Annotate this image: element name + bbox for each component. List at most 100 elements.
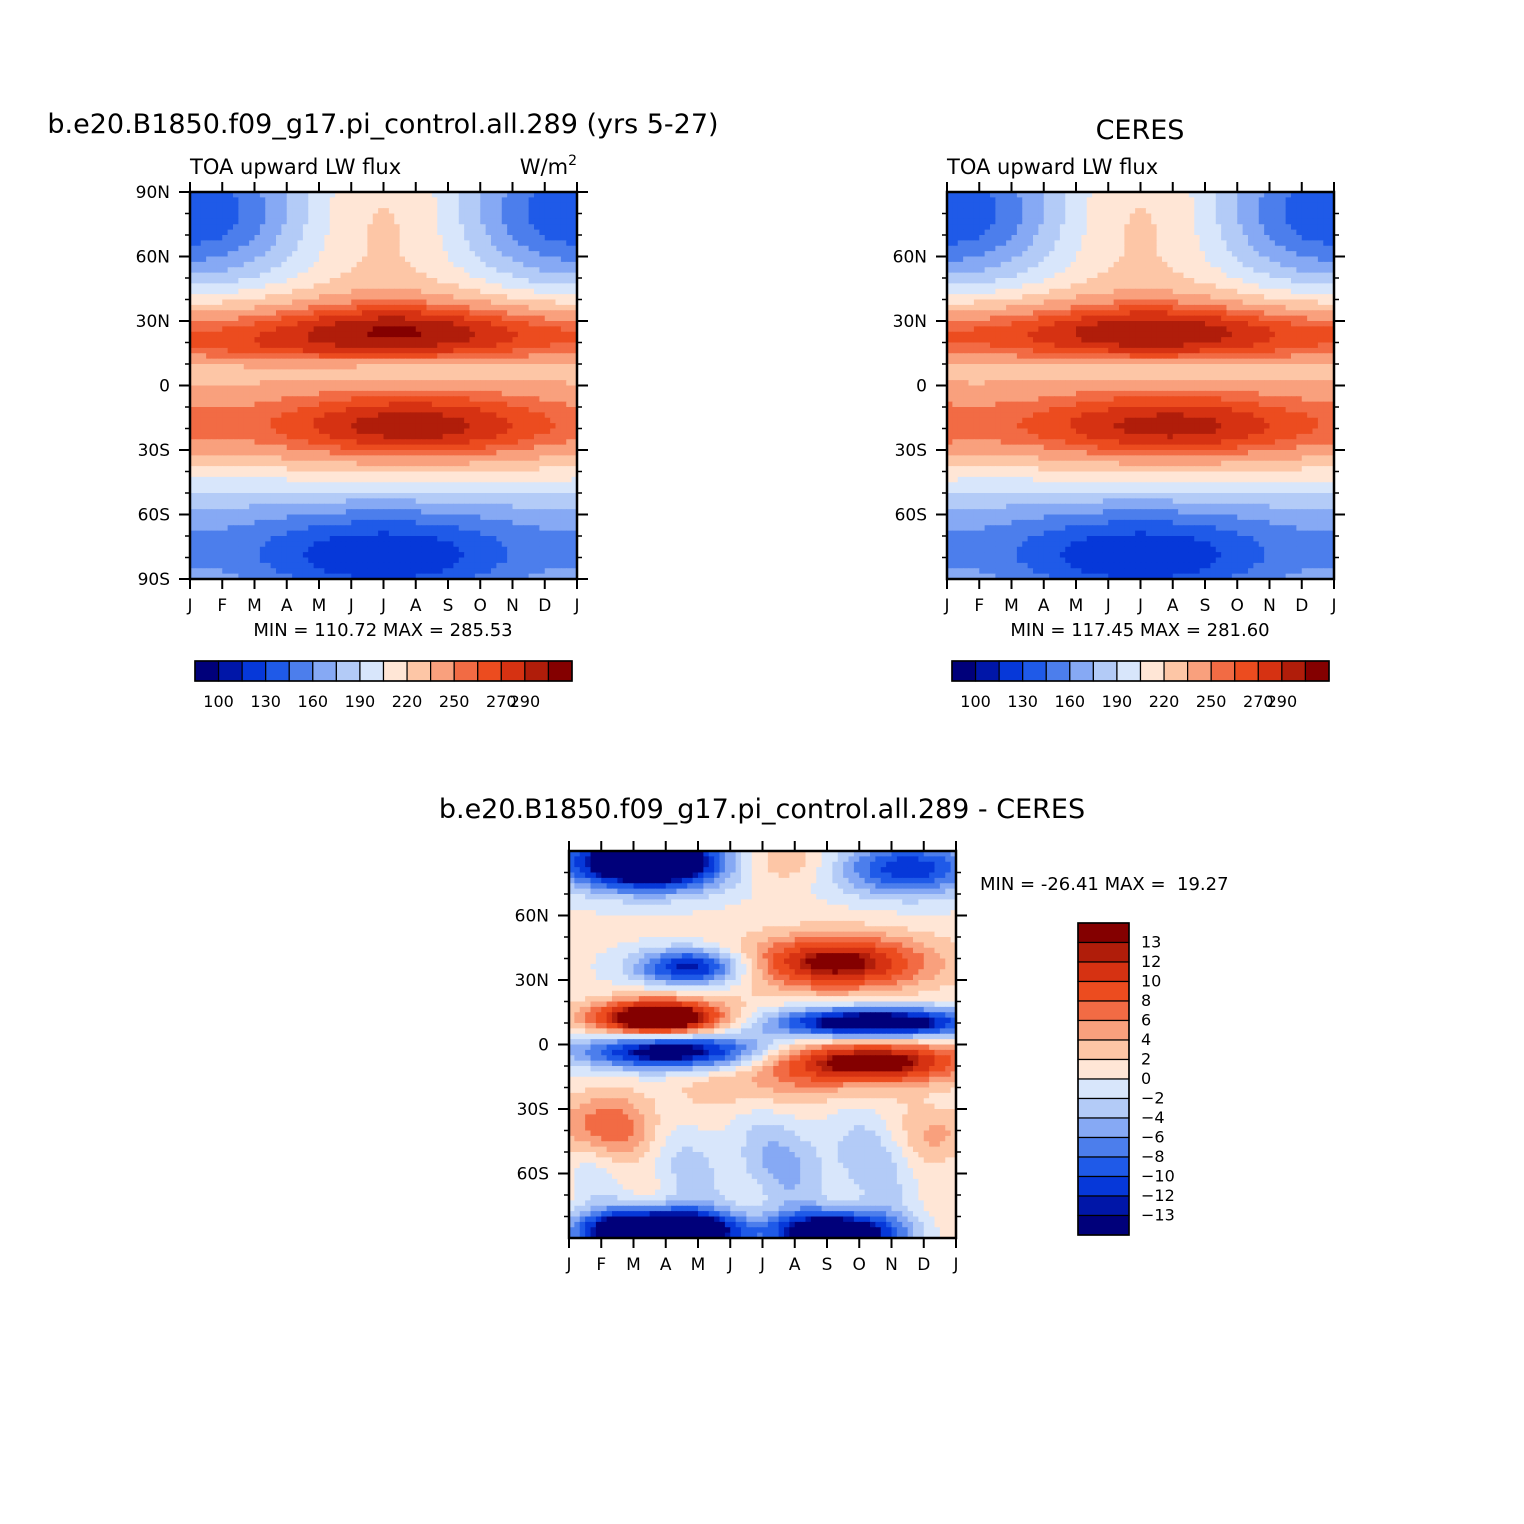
contour-cell: [523, 192, 530, 198]
contour-cell: [238, 519, 245, 526]
contour-cell: [319, 326, 325, 333]
contour-cell: [313, 294, 320, 301]
contour-cell: [523, 455, 530, 462]
contour-cell: [345, 294, 352, 301]
contour-cell: [335, 208, 342, 215]
contour-cell: [200, 380, 207, 387]
contour-cell: [426, 256, 433, 263]
contour-cell: [297, 412, 304, 419]
contour-cell: [512, 493, 519, 499]
contour-cell: [544, 466, 551, 473]
contour-cell: [243, 261, 250, 268]
contour-cell: [388, 294, 395, 301]
contour-cell: [313, 471, 320, 478]
contour-cell: [308, 493, 315, 499]
contour-cell: [571, 315, 577, 322]
contour-cell: [528, 229, 535, 236]
contour-cell: [362, 552, 368, 559]
contour-cell: [190, 299, 196, 306]
contour-cell: [233, 272, 239, 279]
contour-cell: [335, 541, 342, 548]
contour-cell: [292, 401, 299, 408]
contour-cell: [356, 530, 363, 537]
contour-cell: [222, 541, 229, 548]
contour-cell: [292, 192, 299, 198]
contour-cell: [388, 358, 395, 365]
contour-cell: [265, 401, 272, 408]
contour-cell: [480, 288, 487, 295]
contour-cell: [394, 218, 401, 225]
contour-cell: [383, 557, 390, 564]
contour-cell: [367, 525, 374, 532]
contour-cell: [571, 417, 577, 424]
contour-cell: [233, 401, 239, 408]
contour-cell: [243, 546, 250, 553]
contour-cell: [216, 251, 223, 258]
contour-cell: [249, 487, 256, 494]
contour-cell: [523, 396, 530, 403]
contour-cell: [222, 412, 229, 419]
contour-cell: [474, 353, 481, 360]
contour-cell: [222, 304, 229, 311]
contour-cell: [286, 197, 293, 204]
contour-cell: [571, 358, 577, 365]
contour-cell: [254, 380, 261, 387]
contour-cell: [216, 444, 223, 451]
contour-cell: [517, 412, 524, 419]
contour-cell: [523, 315, 530, 322]
contour-cell: [200, 503, 207, 510]
contour-cell: [550, 482, 557, 489]
contour-cell: [254, 546, 261, 553]
contour-cell: [324, 358, 331, 365]
contour-cell: [550, 251, 557, 258]
contour-cell: [415, 358, 422, 365]
contour-cell: [410, 374, 417, 381]
contour-cell: [491, 369, 497, 376]
contour-cell: [507, 288, 514, 295]
contour-cell: [286, 493, 293, 499]
contour-cell: [496, 407, 503, 413]
contour-cell: [534, 374, 540, 381]
contour-cell: [222, 342, 229, 349]
contour-cell: [270, 407, 277, 413]
contour-cell: [550, 197, 557, 204]
contour-cell: [399, 514, 406, 521]
contour-cell: [410, 261, 417, 268]
contour-cell: [469, 299, 476, 306]
contour-cell: [507, 331, 514, 338]
contour-cell: [571, 396, 577, 403]
contour-cell: [200, 455, 207, 462]
contour-cell: [259, 304, 266, 311]
contour-cell: [356, 455, 363, 462]
contour-cell: [474, 278, 481, 284]
contour-cell: [496, 208, 503, 215]
contour-cell: [388, 471, 395, 478]
contour-cell: [442, 245, 449, 252]
contour-cell: [206, 390, 213, 397]
contour-cell: [394, 498, 401, 505]
contour-cell: [356, 385, 363, 392]
contour-cell: [566, 493, 573, 499]
contour-cell: [292, 251, 299, 258]
contour-cell: [437, 245, 444, 252]
contour-cell: [517, 294, 524, 301]
contour-cell: [329, 294, 336, 301]
contour-cell: [539, 493, 546, 499]
contour-cell: [485, 417, 492, 424]
contour-cell: [534, 530, 540, 537]
contour-cell: [233, 229, 239, 236]
contour-cell: [329, 304, 336, 311]
contour-cell: [437, 514, 444, 521]
contour-cell: [544, 514, 551, 521]
contour-cell: [507, 251, 514, 258]
contour-cell: [335, 374, 342, 381]
contour-cell: [491, 439, 497, 446]
contour-cell: [356, 304, 363, 311]
contour-cell: [302, 337, 309, 344]
contour-cell: [200, 331, 207, 338]
contour-cell: [276, 197, 282, 204]
contour-cell: [281, 530, 288, 537]
contour-cell: [281, 439, 288, 446]
contour-cell: [501, 197, 508, 204]
contour-cell: [276, 272, 282, 279]
